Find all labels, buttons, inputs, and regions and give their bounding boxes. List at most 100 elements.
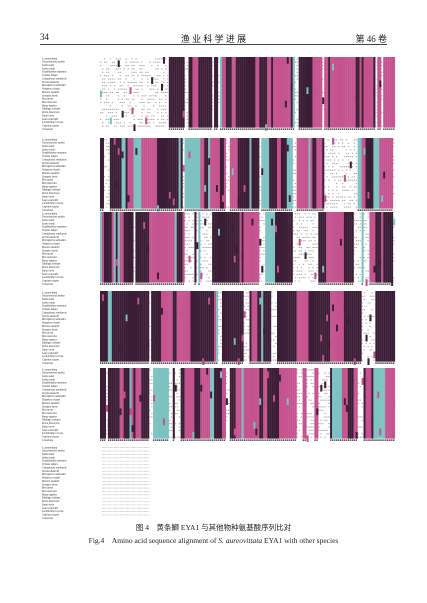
residue: [357, 220, 360, 222]
residue: [337, 169, 340, 171]
alignment-column: [300, 291, 303, 362]
residue: [115, 65, 118, 67]
residue: [131, 98, 133, 100]
residue: [145, 75, 147, 77]
residue: [218, 349, 220, 351]
species-label: Siniperca chuatsi: [42, 88, 60, 91]
alignment-column: [259, 57, 262, 128]
residue: [320, 409, 322, 411]
residue: [310, 399, 312, 401]
alignment-column: [237, 368, 240, 439]
residue: [178, 382, 181, 384]
residue: [310, 216, 312, 218]
consensus-mark: [157, 283, 159, 285]
alignment-column: [127, 212, 130, 283]
residue: [328, 179, 330, 181]
residue: [261, 240, 263, 242]
residue: [292, 250, 295, 252]
residue: [186, 122, 188, 124]
residue: [365, 260, 367, 262]
alignment-column: [214, 368, 217, 439]
residue: [105, 142, 108, 144]
residue: [365, 236, 367, 238]
residue: [225, 372, 228, 374]
residue: [218, 98, 220, 100]
alignment-column: [200, 368, 203, 439]
residue: [349, 169, 352, 171]
residue: [245, 359, 247, 361]
residue: [367, 302, 369, 304]
residue: [227, 146, 230, 148]
residue: [302, 226, 304, 228]
alignment-column: [369, 138, 372, 209]
alignment-column: [180, 57, 183, 128]
residue: [263, 270, 265, 272]
residue: [202, 213, 204, 215]
residue: [294, 233, 297, 235]
alignment-column: [371, 138, 374, 209]
consensus-mark: [377, 439, 379, 441]
consensus-mark: [188, 128, 190, 130]
alignment-column: [375, 368, 378, 439]
consensus-mark: [259, 128, 261, 130]
residue-variant: [219, 371, 223, 379]
residue: [206, 260, 208, 262]
residue: [371, 339, 373, 341]
alignment-column: [288, 138, 291, 209]
consensus-mark: [239, 439, 242, 441]
consensus-mark: [278, 439, 281, 441]
consensus-mark: [131, 362, 133, 364]
residue: [212, 85, 214, 87]
residue: [334, 169, 336, 171]
residue: [208, 243, 210, 245]
consensus-mark: [298, 362, 301, 364]
residue: [296, 75, 299, 77]
consensus-mark: [229, 209, 232, 211]
species-label: Perca flavescens: [41, 345, 59, 348]
consensus-mark: [139, 439, 141, 441]
alignment-column: [357, 57, 360, 128]
alignment-column: [351, 212, 354, 283]
residue: [353, 220, 356, 222]
residue: [294, 112, 297, 114]
residue: [149, 369, 151, 371]
residue: [105, 146, 108, 148]
residue: [176, 436, 179, 438]
consensus-mark: [375, 439, 377, 441]
residue: [247, 325, 249, 327]
residue: [133, 98, 135, 100]
residue: [143, 102, 145, 104]
residue: [300, 273, 302, 275]
residue: [314, 280, 316, 282]
residue: [324, 179, 326, 181]
consensus-mark: [147, 209, 149, 211]
residue: [357, 226, 360, 228]
residue: [227, 159, 230, 161]
residue: [127, 105, 129, 107]
residue: [245, 309, 247, 311]
alignment-column: [229, 212, 232, 283]
residue: [139, 85, 141, 87]
alignment-column: [188, 291, 191, 362]
residue: [294, 156, 297, 158]
residue: [292, 146, 295, 148]
residue: [157, 88, 159, 90]
consensus-mark: [202, 128, 204, 130]
residue: [373, 332, 375, 334]
consensus-mark: [357, 362, 360, 364]
residue: [159, 102, 161, 104]
residue: [204, 250, 206, 252]
residue: [100, 118, 102, 120]
consensus-mark: [241, 283, 243, 285]
residue-variant: [137, 297, 140, 305]
residue: [147, 118, 149, 120]
residue: [200, 250, 202, 252]
residue: [318, 426, 320, 428]
consensus-mark: [221, 128, 224, 130]
residue: [103, 176, 106, 178]
residue: [298, 392, 301, 394]
alignment-column: [166, 291, 169, 362]
species-label: Siniperca chuatsi: [42, 243, 60, 246]
consensus-mark: [210, 362, 212, 364]
consensus-mark: [328, 128, 330, 130]
